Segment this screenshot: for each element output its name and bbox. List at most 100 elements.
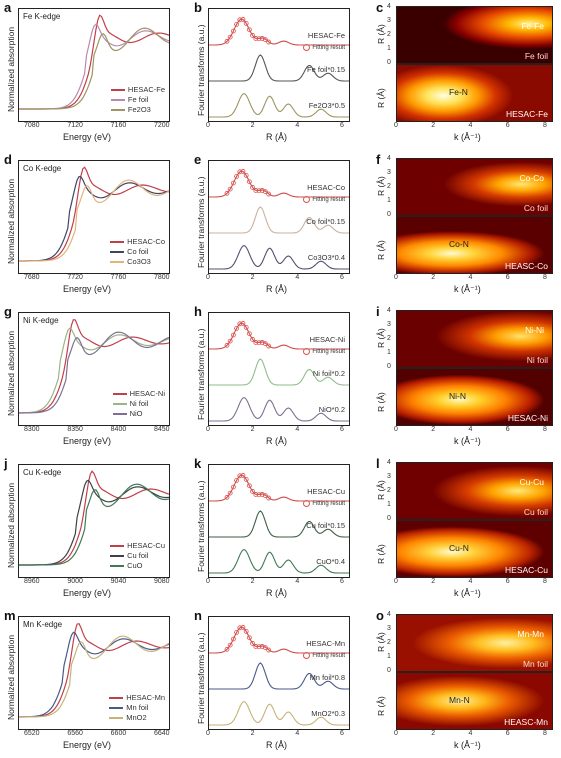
x-tick-label: 0 <box>394 578 398 585</box>
xanes-legend: HESAC-Cu Cu foil CuO <box>110 541 165 571</box>
sample-label: HEASC-Co <box>505 261 548 271</box>
x-tick-label: 0 <box>206 274 210 281</box>
xanes-curves <box>19 319 169 414</box>
x-tick-label: 0 <box>206 122 210 129</box>
x-tick-label: 0 <box>206 578 210 585</box>
legend-swatch <box>112 393 127 395</box>
fit-legend-label: Fitting result <box>312 349 345 356</box>
x-tick-label: 6 <box>505 578 510 585</box>
x-tick-label: 2 <box>431 122 436 129</box>
legend-label: NiO <box>129 409 143 418</box>
y-tick-label: 1 <box>387 45 391 52</box>
panel-letter: o <box>376 608 384 623</box>
ft-spectrum <box>209 397 349 422</box>
xanes-curves <box>19 14 169 110</box>
fit-legend-label: Fitting result <box>312 501 345 508</box>
x-tick-label: 8300 <box>24 426 40 433</box>
legend-swatch <box>110 555 125 557</box>
fit-marker <box>227 186 233 192</box>
y-tick-label: 1 <box>387 653 391 660</box>
ft-spectrum <box>209 701 349 726</box>
xanes-spectrum <box>19 179 169 262</box>
fit-marker <box>237 321 243 327</box>
x-tick-label: 8 <box>543 578 547 585</box>
fit-marker <box>243 324 249 330</box>
panel-letter: d <box>4 152 12 167</box>
fit-marker <box>253 492 259 497</box>
fit-marker-icon <box>303 348 311 355</box>
y-axis-label: R (Å) <box>376 88 386 108</box>
fit-marker <box>256 188 262 194</box>
xanes-spectrum <box>19 331 169 414</box>
fit-marker <box>227 642 233 648</box>
x-tick-label: 9000 <box>67 578 83 585</box>
fit-marker <box>224 38 230 44</box>
wt-heatmap-bottom: Ni-N HESAC-Ni <box>396 368 553 426</box>
ft-plot: HESAC-Cu Cu foil*0.15 CuO*0.4 Fitting resul… <box>208 464 350 578</box>
x-tick-label: 6600 <box>110 730 127 737</box>
fit-marker-icon <box>303 196 311 203</box>
bond-label: Fe-Fe <box>521 21 544 31</box>
legend-label: Co foil <box>127 247 149 256</box>
fit-marker <box>234 22 240 27</box>
x-tick-label: 6 <box>340 578 344 585</box>
ft-curves <box>209 321 349 422</box>
legend-item: HESAC-Fe <box>110 85 165 95</box>
xanes-spectrum <box>19 327 169 414</box>
x-tick-label: 2 <box>250 274 255 281</box>
x-axis-label: Energy (eV) <box>63 284 112 294</box>
fit-marker <box>234 630 240 635</box>
legend-item: CuO <box>110 561 165 571</box>
x-tick-label: 8 <box>543 122 547 129</box>
fit-marker <box>247 483 252 489</box>
x-axis-label: k (Å⁻¹) <box>454 284 481 294</box>
y-axis-label: Normalized absorption <box>6 178 16 264</box>
fit-marker <box>224 494 230 500</box>
panel-letter: n <box>194 608 202 623</box>
wt-heatmap-bottom: Cu-N HESAC-Cu <box>396 520 553 578</box>
x-tick-label: 4 <box>295 578 300 585</box>
fit-marker <box>266 647 271 653</box>
figure-row: g Ni K-edge HESAC-Ni Ni foil NiO Normalized a… <box>0 304 561 454</box>
x-tick-label: 2 <box>250 426 255 433</box>
x-tick-label: 0 <box>394 122 398 129</box>
fit-marker <box>240 169 246 174</box>
x-tick-label: 6 <box>505 274 510 281</box>
figure-row: d Co K-edge HESAC-Co Co foil Co3O3 Normalized… <box>0 152 561 302</box>
x-tick-label: 7760 <box>110 274 127 281</box>
bond-label: Ni-N <box>449 391 466 401</box>
fit-marker <box>253 340 259 345</box>
legend-swatch <box>110 545 125 547</box>
ft-spectrum <box>209 93 349 118</box>
x-tick-label: 0 <box>394 426 398 433</box>
xanes-plot: Co K-edge HESAC-Co Co foil Co3O3 <box>18 160 170 274</box>
ft-spectrum <box>209 510 349 538</box>
fit-marker <box>266 39 271 45</box>
ft-curves <box>209 473 349 574</box>
panel-letter: m <box>4 608 16 623</box>
bond-label: Cu-Cu <box>519 477 544 487</box>
ft-curves <box>209 17 349 118</box>
x-tick-label: 7160 <box>110 122 127 129</box>
curve-label: Co foil*0.15 <box>306 217 345 226</box>
x-tick-label: 7800 <box>154 274 170 281</box>
panel-letter: a <box>4 0 12 15</box>
y-axis-label: R (Å) <box>376 392 386 412</box>
x-tick-label: 6640 <box>154 730 170 737</box>
fit-marker <box>234 478 240 483</box>
legend-swatch <box>110 109 125 111</box>
x-axis-label: k (Å⁻¹) <box>454 740 481 750</box>
fit-marker <box>240 625 246 630</box>
edge-label: Fe K-edge <box>23 12 61 21</box>
legend-label: HESAC-Fe <box>127 85 165 94</box>
panel-letter: f <box>376 152 381 167</box>
ft-spectrum <box>209 358 349 386</box>
legend-label: Ni foil <box>129 399 149 408</box>
fit-marker <box>263 645 268 651</box>
fit-marker <box>247 179 252 185</box>
y-tick-label: 0 <box>387 667 391 674</box>
fit-legend: Fitting result <box>303 500 345 507</box>
curve-label: HESAC-Mn <box>306 639 345 648</box>
y-axis-label: R (Å) <box>376 544 386 564</box>
legend-swatch <box>110 251 125 253</box>
